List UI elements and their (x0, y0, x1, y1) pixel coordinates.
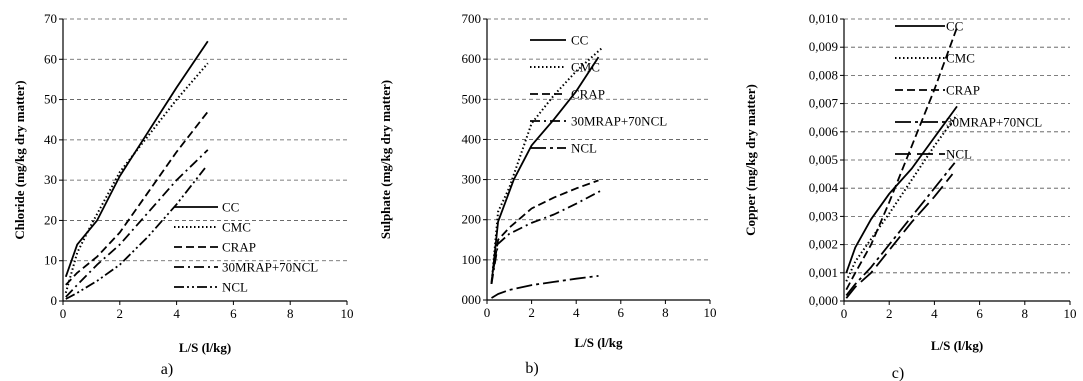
series-line-ncl (845, 173, 954, 299)
y-tick-label: 0,007 (809, 96, 839, 111)
y-tick-label: 0,005 (809, 152, 838, 167)
y-tick-label: 10 (44, 253, 57, 268)
series-line-30mrap-70ncl (845, 162, 956, 296)
y-tick-label: 300 (462, 172, 482, 187)
legend-label: CRAP (222, 240, 256, 255)
panel-caption: a) (161, 361, 173, 378)
x-tick-label: 8 (287, 306, 294, 321)
series-line-cc (490, 56, 600, 284)
series-line-crap (65, 111, 209, 286)
y-tick-label: 0,006 (809, 124, 839, 139)
y-tick-label: 0,009 (809, 39, 838, 54)
chart-panel-3: 0,000 0,001 0,002 0,003 0,004 0,005 0,006 0,007… (743, 11, 1077, 381)
y-tick-label: 60 (44, 51, 57, 66)
y-tick-label: 0,004 (809, 180, 839, 195)
y-tick-label: 0,000 (809, 293, 838, 308)
legend: CC CMC CRAP 30MRAP+70NCL NCL (174, 200, 318, 295)
x-axis-title: L/S (l/kg (574, 335, 623, 350)
x-tick-label: 4 (573, 305, 580, 320)
legend-label: CMC (946, 51, 975, 66)
series-line-ncl (491, 275, 599, 299)
x-tick-label: 10 (704, 305, 717, 320)
legend-label: 30MRAP+70NCL (222, 260, 318, 275)
y-tick-label: 400 (462, 131, 482, 146)
x-tick-label: 4 (173, 306, 180, 321)
series-line-30mrap-70ncl (490, 188, 604, 285)
legend-label: NCL (946, 147, 972, 162)
x-tick-label: 2 (117, 306, 124, 321)
x-tick-label: 10 (1064, 306, 1077, 321)
legend-label: NCL (222, 280, 248, 295)
x-axis-title: L/S (l/kg) (179, 340, 231, 355)
y-axis-title: Sulphate (mg/kg dry matter) (378, 80, 393, 239)
y-tick-label: 500 (462, 91, 482, 106)
y-axis-title: Chloride (mg/kg dry matter) (12, 80, 27, 239)
x-tick-label: 4 (931, 306, 938, 321)
y-tick-label: 700 (462, 11, 482, 26)
x-tick-label: 8 (1022, 306, 1029, 321)
legend-label: CC (946, 19, 963, 34)
y-tick-label: 0,008 (809, 67, 838, 82)
legend-label: CMC (222, 220, 251, 235)
legend-label: CRAP (946, 83, 980, 98)
legend-label: CMC (571, 60, 600, 75)
legend-label: CRAP (571, 87, 605, 102)
chart-panel-2: 000 100 200 300 400 500 600 700 0 2 4 6 8 10 L/S (l/kg… (378, 11, 717, 377)
panel-caption: b) (525, 360, 538, 377)
x-tick-label: 6 (618, 305, 625, 320)
y-tick-label: 40 (44, 132, 57, 147)
series-line-30mrap-70ncl (65, 149, 209, 298)
y-tick-label: 200 (462, 212, 482, 227)
legend-label: 30MRAP+70NCL (946, 115, 1042, 130)
panel-caption: c) (892, 365, 904, 381)
x-tick-label: 0 (841, 306, 848, 321)
series-line-crap (490, 179, 599, 283)
legend-label: CC (571, 33, 588, 48)
x-axis-title: L/S (l/kg) (931, 338, 983, 353)
x-tick-label: 6 (976, 306, 983, 321)
legend-label: 30MRAP+70NCL (571, 114, 667, 129)
y-tick-label: 70 (44, 11, 57, 26)
y-tick-label: 0,002 (809, 237, 838, 252)
x-tick-label: 2 (528, 305, 535, 320)
y-tick-label: 0,001 (809, 265, 838, 280)
series-line-cmc (490, 46, 604, 284)
x-tick-label: 8 (662, 305, 669, 320)
series-line-cmc (64, 62, 209, 294)
series-line-cc (845, 105, 958, 274)
legend-label: NCL (571, 141, 597, 156)
y-axis-title: Copper (mg/kg dry matter) (743, 84, 758, 236)
x-tick-label: 0 (60, 306, 67, 321)
chart-panel-1: 0 10 20 30 40 50 60 70 0 2 4 6 8 10 L/S (l/kg) Chloride… (12, 11, 354, 378)
y-tick-label: 000 (462, 292, 482, 307)
y-tick-label: 20 (44, 212, 57, 227)
legend: CC CMC CRAP 30MRAP+70NCL NCL (895, 19, 1042, 162)
series-line-crap (845, 27, 958, 291)
series-line-cc (64, 40, 209, 278)
x-tick-label: 6 (230, 306, 237, 321)
x-tick-label: 10 (341, 306, 354, 321)
y-tick-label: 0,010 (809, 11, 838, 26)
y-tick-label: 30 (44, 172, 57, 187)
x-tick-label: 0 (484, 305, 491, 320)
series-line-ncl (65, 167, 206, 300)
x-tick-label: 2 (886, 306, 893, 321)
y-tick-label: 0,003 (809, 208, 838, 223)
y-tick-label: 50 (44, 92, 57, 107)
legend: CC CMC CRAP 30MRAP+70NCL NCL (530, 33, 667, 156)
y-tick-label: 100 (462, 252, 482, 267)
y-tick-label: 0 (51, 293, 58, 308)
y-tick-label: 600 (462, 51, 482, 66)
legend-label: CC (222, 200, 239, 215)
series-line-cmc (845, 114, 958, 282)
